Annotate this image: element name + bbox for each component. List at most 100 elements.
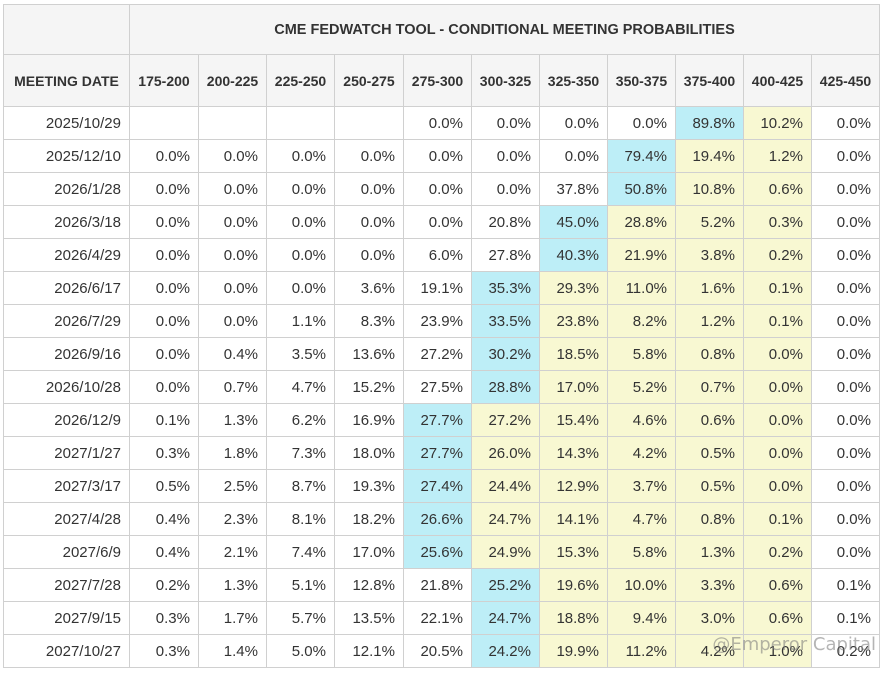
probability-cell: 15.3% [539, 535, 608, 569]
meeting-date-cell: 2027/1/27 [3, 436, 130, 470]
probability-cell [129, 106, 199, 140]
probability-cell: 17.0% [334, 535, 404, 569]
probability-cell: 1.2% [675, 304, 744, 338]
probability-cell: 0.0% [471, 106, 540, 140]
probability-cell: 0.0% [743, 370, 812, 404]
meeting-date-cell: 2027/6/9 [3, 535, 130, 569]
probability-cell: 0.7% [198, 370, 267, 404]
probability-cell: 0.5% [675, 436, 744, 470]
table-row: 2026/1/28 0.0% 0.0% 0.0% 0.0% 0.0% 0.0% 37.8% 50… [3, 172, 880, 206]
probability-cell: 4.2% [675, 634, 744, 668]
probability-cell: 14.1% [539, 502, 608, 536]
probability-cell: 24.7% [471, 502, 540, 536]
probability-cell: 27.7% [403, 436, 472, 470]
probability-cell: 89.8% [675, 106, 744, 140]
probability-cell: 23.8% [539, 304, 608, 338]
probability-cell: 0.0% [334, 139, 404, 173]
probability-cell: 0.0% [811, 436, 880, 470]
probability-cell: 0.1% [811, 601, 880, 635]
probability-cell: 27.2% [403, 337, 472, 371]
probability-cell: 11.0% [607, 271, 676, 305]
rate-range-header: 325-350 [539, 54, 608, 107]
probability-cell: 10.8% [675, 172, 744, 206]
table-row: 2027/4/28 0.4% 2.3% 8.1% 18.2% 26.6% 24.7% 14.1… [3, 502, 880, 536]
probability-cell: 0.0% [129, 370, 199, 404]
probability-cell: 18.0% [334, 436, 404, 470]
probability-cell: 0.0% [811, 304, 880, 338]
probability-cell: 18.8% [539, 601, 608, 635]
probability-cell: 0.0% [811, 370, 880, 404]
probability-cell: 0.0% [198, 304, 267, 338]
probability-cell: 3.8% [675, 238, 744, 272]
meeting-date-cell: 2026/4/29 [3, 238, 130, 272]
probability-cell: 0.0% [198, 139, 267, 173]
probability-cell: 0.2% [743, 535, 812, 569]
meeting-date-cell: 2025/10/29 [3, 106, 130, 140]
probability-cell: 0.6% [743, 172, 812, 206]
probability-cell: 0.0% [811, 469, 880, 503]
probability-cell: 0.0% [811, 238, 880, 272]
probability-cell: 18.2% [334, 502, 404, 536]
table-row: 2025/10/29 0.0% 0.0% 0.0% 0.0% 89.8% 10.2% 0.0% [3, 106, 880, 140]
probability-cell: 5.7% [266, 601, 335, 635]
probability-cell: 1.1% [266, 304, 335, 338]
probability-cell: 0.0% [811, 139, 880, 173]
probability-cell: 5.1% [266, 568, 335, 602]
probability-cell: 14.3% [539, 436, 608, 470]
probability-cell: 15.4% [539, 403, 608, 437]
probability-cell: 0.0% [743, 469, 812, 503]
probability-cell: 0.0% [334, 172, 404, 206]
table-row: 2026/9/16 0.0% 0.4% 3.5% 13.6% 27.2% 30.2% 18.5… [3, 337, 880, 371]
rate-range-header: 375-400 [675, 54, 744, 107]
probability-cell: 0.5% [129, 469, 199, 503]
rate-range-header: 250-275 [334, 54, 404, 107]
probability-cell: 0.2% [743, 238, 812, 272]
probability-cell: 2.5% [198, 469, 267, 503]
probability-cell: 0.1% [811, 568, 880, 602]
corner-cell [3, 4, 130, 55]
probability-cell: 0.0% [129, 172, 199, 206]
probability-cell: 40.3% [539, 238, 608, 272]
probability-cell [266, 106, 335, 140]
probability-cell: 3.3% [675, 568, 744, 602]
probability-cell: 3.7% [607, 469, 676, 503]
probability-cell: 24.7% [471, 601, 540, 635]
probability-cell: 5.2% [675, 205, 744, 239]
probability-cell: 5.8% [607, 535, 676, 569]
probability-cell: 0.0% [811, 106, 880, 140]
probability-cell: 0.0% [129, 304, 199, 338]
probability-cell: 12.9% [539, 469, 608, 503]
probability-cell: 0.0% [811, 535, 880, 569]
probability-cell: 0.0% [266, 271, 335, 305]
probability-cell: 1.0% [743, 634, 812, 668]
probability-cell: 4.6% [607, 403, 676, 437]
probability-cell: 17.0% [539, 370, 608, 404]
meeting-date-cell: 2026/6/17 [3, 271, 130, 305]
probability-cell: 0.0% [471, 172, 540, 206]
rate-range-header: 300-325 [471, 54, 540, 107]
table-row: 2026/10/28 0.0% 0.7% 4.7% 15.2% 27.5% 28.8% 17.… [3, 370, 880, 404]
meeting-date-cell: 2027/9/15 [3, 601, 130, 635]
probability-cell: 29.3% [539, 271, 608, 305]
rate-range-header: 400-425 [743, 54, 812, 107]
probability-cell: 0.0% [129, 205, 199, 239]
probability-cell: 15.2% [334, 370, 404, 404]
probability-cell: 1.3% [675, 535, 744, 569]
table-row: 2026/3/18 0.0% 0.0% 0.0% 0.0% 0.0% 20.8% 45.0% 2… [3, 205, 880, 239]
probability-cell: 4.7% [266, 370, 335, 404]
probability-cell: 16.9% [334, 403, 404, 437]
probability-cell: 3.0% [675, 601, 744, 635]
probability-cell: 5.8% [607, 337, 676, 371]
probability-cell: 22.1% [403, 601, 472, 635]
probability-cell: 0.3% [743, 205, 812, 239]
probability-cell: 2.3% [198, 502, 267, 536]
probability-cell: 6.0% [403, 238, 472, 272]
probability-cell: 0.0% [403, 106, 472, 140]
probability-cell: 3.5% [266, 337, 335, 371]
table-row: 2025/12/10 0.0% 0.0% 0.0% 0.0% 0.0% 0.0% 0.0% 79… [3, 139, 880, 173]
table-row: 2027/3/17 0.5% 2.5% 8.7% 19.3% 27.4% 24.4% 12.9… [3, 469, 880, 503]
probability-cell: 0.2% [811, 634, 880, 668]
probability-cell: 0.0% [266, 205, 335, 239]
probability-cell: 0.1% [743, 502, 812, 536]
probability-cell: 1.6% [675, 271, 744, 305]
